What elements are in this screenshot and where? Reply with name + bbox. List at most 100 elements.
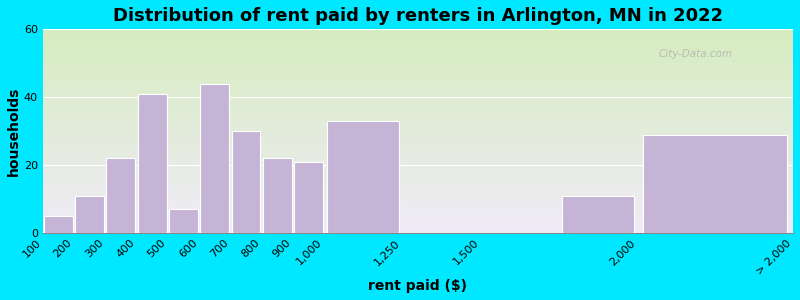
Bar: [562, 196, 634, 233]
Bar: [42, 49, 793, 50]
Bar: [42, 120, 793, 121]
Bar: [42, 192, 793, 193]
Bar: [42, 81, 793, 82]
Bar: [643, 134, 787, 233]
Bar: [42, 210, 793, 211]
Bar: [42, 179, 793, 180]
Bar: [75, 196, 104, 233]
Bar: [42, 112, 793, 113]
Bar: [42, 92, 793, 93]
Bar: [42, 69, 793, 70]
Bar: [42, 172, 793, 173]
Bar: [42, 189, 793, 190]
Bar: [42, 217, 793, 218]
Bar: [42, 227, 793, 228]
Title: Distribution of rent paid by renters in Arlington, MN in 2022: Distribution of rent paid by renters in …: [113, 7, 723, 25]
Bar: [42, 67, 793, 68]
Bar: [42, 68, 793, 69]
Bar: [42, 103, 793, 104]
Bar: [42, 105, 793, 106]
Bar: [42, 154, 793, 155]
Bar: [42, 137, 793, 138]
Bar: [42, 191, 793, 192]
Bar: [42, 152, 793, 153]
Bar: [42, 180, 793, 181]
Bar: [42, 84, 793, 85]
Bar: [42, 96, 793, 97]
Bar: [42, 71, 793, 72]
Bar: [42, 209, 793, 210]
Bar: [42, 87, 793, 88]
Bar: [42, 116, 793, 117]
Bar: [42, 136, 793, 137]
Bar: [42, 118, 793, 119]
Bar: [42, 139, 793, 140]
Bar: [42, 42, 793, 43]
Bar: [42, 176, 793, 177]
Bar: [42, 218, 793, 219]
Bar: [42, 153, 793, 154]
Bar: [42, 37, 793, 38]
Bar: [42, 106, 793, 107]
Bar: [42, 167, 793, 168]
Bar: [42, 224, 793, 225]
Bar: [42, 168, 793, 169]
Bar: [42, 182, 793, 183]
Bar: [42, 121, 793, 122]
Bar: [42, 80, 793, 81]
Bar: [42, 90, 793, 91]
Bar: [42, 138, 793, 139]
Bar: [42, 156, 793, 157]
Bar: [42, 124, 793, 125]
Bar: [42, 140, 793, 141]
Bar: [42, 110, 793, 111]
Bar: [231, 131, 260, 233]
Bar: [42, 149, 793, 150]
Bar: [42, 47, 793, 48]
Bar: [42, 187, 793, 188]
Bar: [42, 174, 793, 175]
Bar: [42, 135, 793, 136]
Bar: [42, 143, 793, 144]
Bar: [42, 195, 793, 196]
Bar: [42, 201, 793, 202]
Bar: [42, 215, 793, 216]
Bar: [42, 185, 793, 186]
Bar: [42, 158, 793, 159]
Bar: [42, 95, 793, 96]
Bar: [42, 206, 793, 207]
Bar: [42, 52, 793, 53]
Bar: [42, 207, 793, 208]
Bar: [42, 213, 793, 214]
Bar: [42, 85, 793, 86]
Bar: [42, 104, 793, 105]
Bar: [42, 97, 793, 98]
Bar: [42, 141, 793, 142]
Bar: [42, 169, 793, 170]
Bar: [42, 94, 793, 95]
Bar: [42, 48, 793, 49]
Bar: [42, 57, 793, 58]
Bar: [42, 211, 793, 212]
Bar: [42, 127, 793, 128]
Bar: [42, 83, 793, 84]
Bar: [42, 129, 793, 130]
Bar: [42, 199, 793, 200]
Bar: [42, 53, 793, 54]
Bar: [42, 75, 793, 76]
Bar: [42, 198, 793, 199]
Bar: [42, 38, 793, 39]
Bar: [169, 209, 198, 233]
Bar: [42, 131, 793, 132]
Bar: [42, 30, 793, 31]
Bar: [42, 205, 793, 206]
Bar: [42, 59, 793, 60]
Bar: [42, 221, 793, 222]
Bar: [42, 45, 793, 46]
Y-axis label: households: households: [7, 86, 21, 176]
Bar: [42, 184, 793, 185]
Bar: [42, 165, 793, 166]
Bar: [42, 173, 793, 174]
Bar: [42, 122, 793, 123]
Bar: [42, 203, 793, 204]
